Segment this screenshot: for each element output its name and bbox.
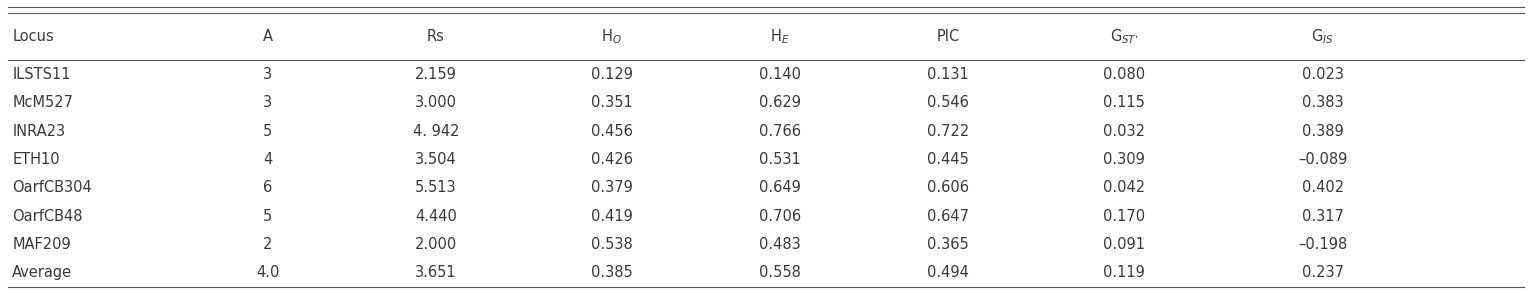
Text: 0.385: 0.385 xyxy=(590,265,633,280)
Text: 0.419: 0.419 xyxy=(590,209,633,224)
Text: 0.483: 0.483 xyxy=(758,237,801,252)
Text: MAF209: MAF209 xyxy=(12,237,70,252)
Text: 0.129: 0.129 xyxy=(590,67,633,82)
Text: G$_{ST’}$: G$_{ST’}$ xyxy=(1110,27,1138,46)
Text: 4.440: 4.440 xyxy=(414,209,457,224)
Text: 0.091: 0.091 xyxy=(1102,237,1145,252)
Text: 0.365: 0.365 xyxy=(927,237,969,252)
Text: 4: 4 xyxy=(263,152,272,167)
Text: 0.494: 0.494 xyxy=(927,265,969,280)
Text: 0.426: 0.426 xyxy=(590,152,633,167)
Text: H$_{O}$: H$_{O}$ xyxy=(601,27,622,46)
Text: 5: 5 xyxy=(263,209,272,224)
Text: 0.119: 0.119 xyxy=(1102,265,1145,280)
Text: 0.023: 0.023 xyxy=(1301,67,1344,82)
Text: 0.389: 0.389 xyxy=(1301,124,1344,139)
Text: 0.722: 0.722 xyxy=(927,124,969,139)
Text: –0.198: –0.198 xyxy=(1298,237,1347,252)
Text: 4.0: 4.0 xyxy=(255,265,280,280)
Text: Average: Average xyxy=(12,265,72,280)
Text: 3.000: 3.000 xyxy=(414,95,457,110)
Text: H$_{E}$: H$_{E}$ xyxy=(771,27,789,46)
Text: PIC: PIC xyxy=(936,29,960,44)
Text: 0.706: 0.706 xyxy=(758,209,801,224)
Text: 0.531: 0.531 xyxy=(758,152,801,167)
Text: 0.351: 0.351 xyxy=(590,95,633,110)
Text: 0.558: 0.558 xyxy=(758,265,801,280)
Text: 0.629: 0.629 xyxy=(758,95,801,110)
Text: 0.309: 0.309 xyxy=(1102,152,1145,167)
Text: 0.237: 0.237 xyxy=(1301,265,1344,280)
Text: INRA23: INRA23 xyxy=(12,124,66,139)
Text: 5.513: 5.513 xyxy=(414,180,457,195)
Text: 0.647: 0.647 xyxy=(927,209,969,224)
Text: 0.546: 0.546 xyxy=(927,95,969,110)
Text: 6: 6 xyxy=(263,180,272,195)
Text: 0.080: 0.080 xyxy=(1102,67,1145,82)
Text: 0.032: 0.032 xyxy=(1102,124,1145,139)
Text: 0.140: 0.140 xyxy=(758,67,801,82)
Text: 0.766: 0.766 xyxy=(758,124,801,139)
Text: 0.042: 0.042 xyxy=(1102,180,1145,195)
Text: 0.379: 0.379 xyxy=(590,180,633,195)
Text: OarfCB48: OarfCB48 xyxy=(12,209,83,224)
Text: 0.456: 0.456 xyxy=(590,124,633,139)
Text: 0.445: 0.445 xyxy=(927,152,969,167)
Text: 3.504: 3.504 xyxy=(414,152,457,167)
Text: 0.317: 0.317 xyxy=(1301,209,1344,224)
Text: McM527: McM527 xyxy=(12,95,73,110)
Text: A: A xyxy=(263,29,272,44)
Text: ETH10: ETH10 xyxy=(12,152,60,167)
Text: 3: 3 xyxy=(263,95,272,110)
Text: 0.170: 0.170 xyxy=(1102,209,1145,224)
Text: 0.606: 0.606 xyxy=(927,180,969,195)
Text: 0.383: 0.383 xyxy=(1301,95,1344,110)
Text: 3.651: 3.651 xyxy=(414,265,457,280)
Text: 2.159: 2.159 xyxy=(414,67,457,82)
Text: 2.000: 2.000 xyxy=(414,237,457,252)
Text: OarfCB304: OarfCB304 xyxy=(12,180,92,195)
Text: Rs: Rs xyxy=(427,29,445,44)
Text: 5: 5 xyxy=(263,124,272,139)
Text: 0.115: 0.115 xyxy=(1102,95,1145,110)
Text: ILSTS11: ILSTS11 xyxy=(12,67,70,82)
Text: 0.402: 0.402 xyxy=(1301,180,1344,195)
Text: 3: 3 xyxy=(263,67,272,82)
Text: 0.131: 0.131 xyxy=(927,67,969,82)
Text: 0.649: 0.649 xyxy=(758,180,801,195)
Text: G$_{IS}$: G$_{IS}$ xyxy=(1312,27,1333,46)
Text: 0.538: 0.538 xyxy=(590,237,633,252)
Text: 4. 942: 4. 942 xyxy=(413,124,459,139)
Text: Locus: Locus xyxy=(12,29,54,44)
Text: –0.089: –0.089 xyxy=(1298,152,1347,167)
Text: 2: 2 xyxy=(263,237,272,252)
